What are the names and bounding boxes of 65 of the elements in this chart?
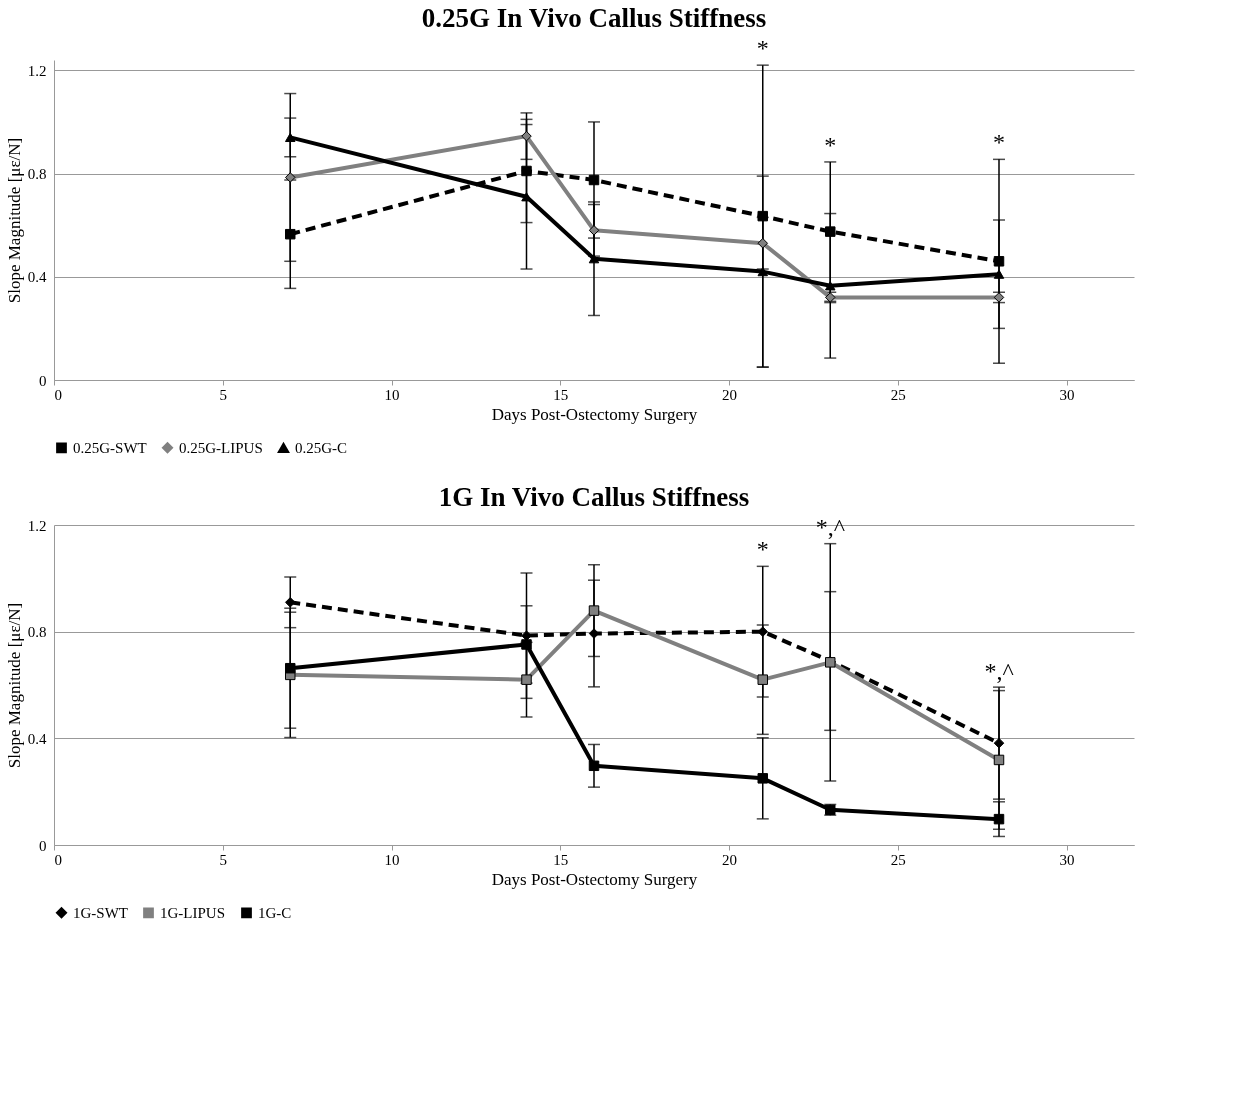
point: [588, 174, 600, 186]
point: [285, 662, 296, 674]
point: [993, 269, 1005, 279]
x-tick-label: 0: [54, 386, 62, 403]
x-tick-label: 30: [1059, 386, 1075, 403]
x-tick-label: 10: [384, 851, 400, 868]
point: [521, 165, 532, 177]
point: [521, 130, 532, 142]
point: [757, 267, 768, 277]
annotation: *: [993, 129, 1005, 156]
x-tick-label: 5: [219, 851, 227, 868]
legend-label: 0.25G-SWT: [73, 439, 147, 456]
point: [757, 773, 768, 784]
point: [993, 256, 1005, 267]
x-tick-label: 15: [553, 386, 569, 403]
y-tick-label: 0.8: [27, 624, 47, 641]
annotation: *,^: [984, 657, 1014, 684]
point: [588, 225, 600, 236]
annotation: *: [756, 35, 769, 62]
annotation: *,^: [815, 513, 845, 540]
point: [993, 813, 1005, 825]
point: [285, 172, 296, 183]
legend-label: 1G-C: [258, 904, 292, 921]
x-axis-title: Days Post-Ostectomy Surgery: [491, 404, 698, 424]
x-tick-label: 30: [1059, 851, 1075, 868]
point: [825, 281, 836, 291]
point: [285, 228, 296, 240]
point: [285, 132, 296, 143]
y-axis-title: Slope Magnitude [με/N]: [4, 137, 24, 304]
y-tick-label: 1.2: [27, 62, 47, 79]
annotation: *: [756, 536, 769, 563]
legend-label: 0.25G-LIPUS: [179, 439, 263, 456]
point: [993, 737, 1005, 749]
y-axis-title: Slope Magnitude [με/N]: [4, 602, 24, 769]
point: [757, 210, 768, 222]
point: [521, 674, 532, 685]
x-tick-label: 0: [54, 851, 62, 868]
y-tick-label: 0.8: [27, 166, 47, 183]
point: [993, 754, 1005, 766]
y-tick-label: 1.2: [27, 517, 47, 534]
x-tick-label: 20: [722, 386, 737, 403]
x-tick-label: 20: [722, 851, 737, 868]
chart-title: 0.25G In Vivo Callus Stiffness: [421, 3, 767, 34]
y-tick-label: 0: [39, 837, 47, 854]
chart-title: 1G In Vivo Callus Stiffness: [438, 481, 750, 512]
point: [825, 226, 836, 237]
point: [588, 605, 600, 616]
x-tick-label: 5: [219, 386, 227, 403]
point: [588, 254, 600, 264]
legend-label: 1G-SWT: [73, 904, 128, 921]
legend-label: 1G-LIPUS: [160, 904, 226, 921]
point: [757, 674, 768, 685]
annotation: *: [824, 131, 837, 158]
x-tick-label: 25: [890, 386, 906, 403]
x-tick-label: 25: [890, 851, 906, 868]
x-tick-label: 10: [384, 386, 400, 403]
x-tick-label: 15: [553, 851, 569, 868]
point: [588, 760, 600, 772]
point: [521, 639, 532, 650]
x-axis-title: Days Post-Ostectomy Surgery: [491, 869, 698, 889]
y-tick-label: 0: [39, 372, 47, 389]
legend-label: 0.25G-C: [295, 440, 348, 457]
point: [757, 237, 768, 249]
y-tick-label: 0.4: [27, 730, 47, 747]
y-tick-label: 0.4: [27, 269, 47, 286]
